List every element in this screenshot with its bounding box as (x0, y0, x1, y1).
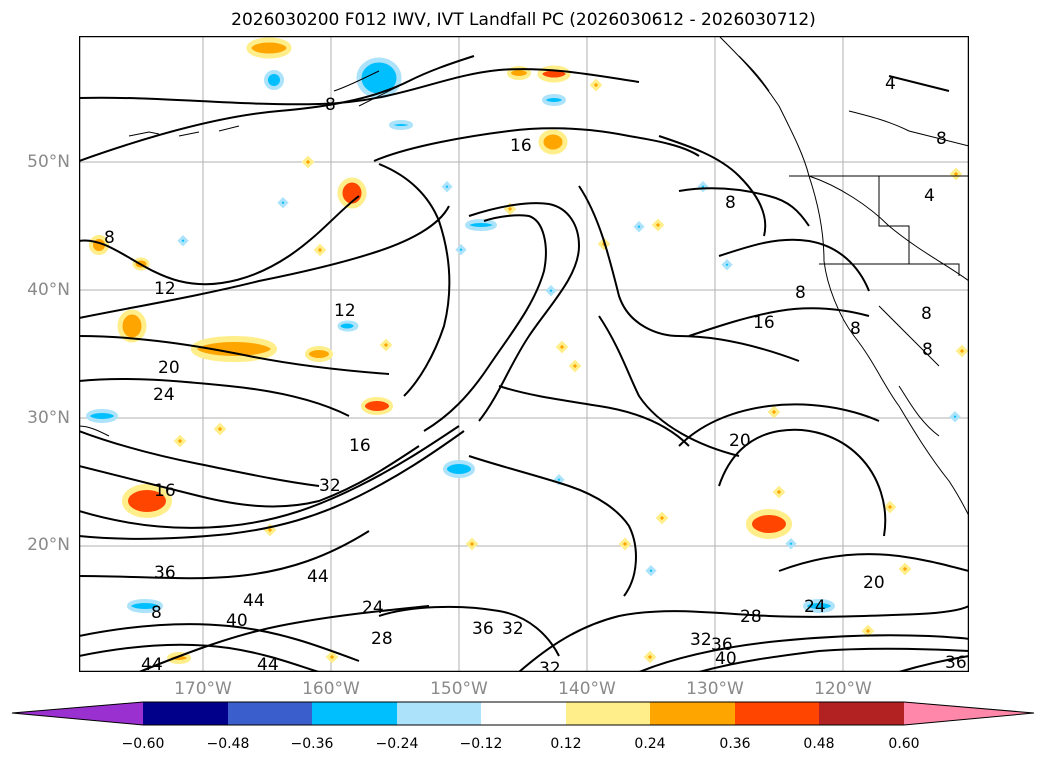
contour-label: 40 (715, 649, 737, 669)
map-title: 2026030200 F012 IWV, IVT Landfall PC (20… (231, 10, 816, 30)
map-area: 4 4 8 8 8 8 8 8 8 12 12 16 16 16 16 20 2… (79, 36, 969, 672)
colorbar-extend-left (12, 702, 143, 725)
colorbar-segment (735, 702, 819, 725)
lon-label: 160°W (302, 679, 360, 699)
colorbar-tick-label: −0.12 (459, 736, 503, 752)
lat-label: 50°N (27, 152, 70, 172)
contour-label: 16 (349, 436, 371, 456)
contour-label: 20 (729, 431, 751, 451)
contour-label: 8 (921, 304, 932, 324)
map-plot: 4 4 8 8 8 8 8 8 8 12 12 16 16 16 16 20 2… (79, 36, 969, 672)
colorbar-tick-label: −0.48 (206, 736, 250, 752)
colorbar (11, 701, 1035, 726)
colorbar-tick-label: 0.24 (634, 736, 666, 752)
contour-label: 24 (804, 597, 826, 617)
contour-label: 32 (502, 619, 524, 639)
lon-label: 120°W (814, 679, 872, 699)
contour-label: 24 (153, 385, 175, 405)
gridlines (79, 36, 969, 672)
contour-labels: 4 4 8 8 8 8 8 8 8 12 12 16 16 16 16 20 2… (104, 74, 967, 672)
contour-label: 16 (154, 481, 176, 501)
lat-label: 20°N (27, 535, 70, 555)
contour-label: 20 (158, 358, 180, 378)
coastlines (79, 36, 969, 517)
contour-label: 16 (753, 313, 775, 333)
colorbar-tick-label: 0.36 (719, 736, 751, 752)
colorbar-tick-label: −0.60 (121, 736, 165, 752)
contour-label: 44 (243, 591, 265, 611)
lon-label: 130°W (686, 679, 744, 699)
colorbar-tick-label: 0.12 (550, 736, 582, 752)
colorbar-tick-label: −0.36 (290, 736, 334, 752)
contour-label: 24 (362, 598, 384, 618)
contour-label: 32 (319, 476, 341, 496)
contour-label: 40 (226, 611, 248, 631)
colorbar-segment (143, 702, 228, 725)
iwv-contours (79, 55, 969, 672)
contour-label: 12 (154, 279, 176, 299)
contour-label: 36 (472, 619, 494, 639)
contour-label: 36 (154, 563, 176, 583)
contour-label: 8 (922, 340, 933, 360)
colorbar-tick-label: −0.24 (375, 736, 419, 752)
contour-label: 44 (141, 655, 163, 672)
contour-label: 8 (104, 228, 115, 248)
contour-label: 4 (885, 74, 896, 94)
contour-label: 8 (325, 95, 336, 115)
colorbar-segment (481, 702, 566, 725)
lon-label: 140°W (558, 679, 616, 699)
lon-label: 170°W (174, 679, 232, 699)
contour-label: 8 (725, 193, 736, 213)
colorbar-extend-right (904, 702, 1034, 725)
contour-label: 28 (740, 607, 762, 627)
contour-label: 44 (307, 567, 329, 587)
colorbar-segment (228, 702, 312, 725)
contour-label: 32 (690, 630, 712, 650)
contour-label: 28 (371, 629, 393, 649)
colorbar-segment (312, 702, 397, 725)
lat-label: 40°N (27, 280, 70, 300)
colorbar-tick-label: 0.60 (888, 736, 920, 752)
contour-label: 8 (795, 283, 806, 303)
colorbar-segment (566, 702, 650, 725)
colorbar-segment (819, 702, 904, 725)
contour-label: 8 (936, 129, 947, 149)
contour-label: 12 (334, 301, 356, 321)
contour-label: 36 (945, 653, 967, 672)
colorbar-segment (397, 702, 481, 725)
colorbar-segment (650, 702, 735, 725)
colorbar-tick-label: 0.48 (803, 736, 835, 752)
contour-label: 32 (539, 659, 561, 672)
contour-label: 36 (711, 635, 733, 655)
contour-label: 44 (257, 655, 279, 672)
lat-label: 30°N (27, 408, 70, 428)
contour-label: 20 (863, 573, 885, 593)
contour-label: 4 (924, 186, 935, 206)
contour-label: 16 (510, 136, 532, 156)
contour-label: 8 (151, 603, 162, 623)
lon-label: 150°W (430, 679, 488, 699)
contour-label: 8 (850, 319, 861, 339)
